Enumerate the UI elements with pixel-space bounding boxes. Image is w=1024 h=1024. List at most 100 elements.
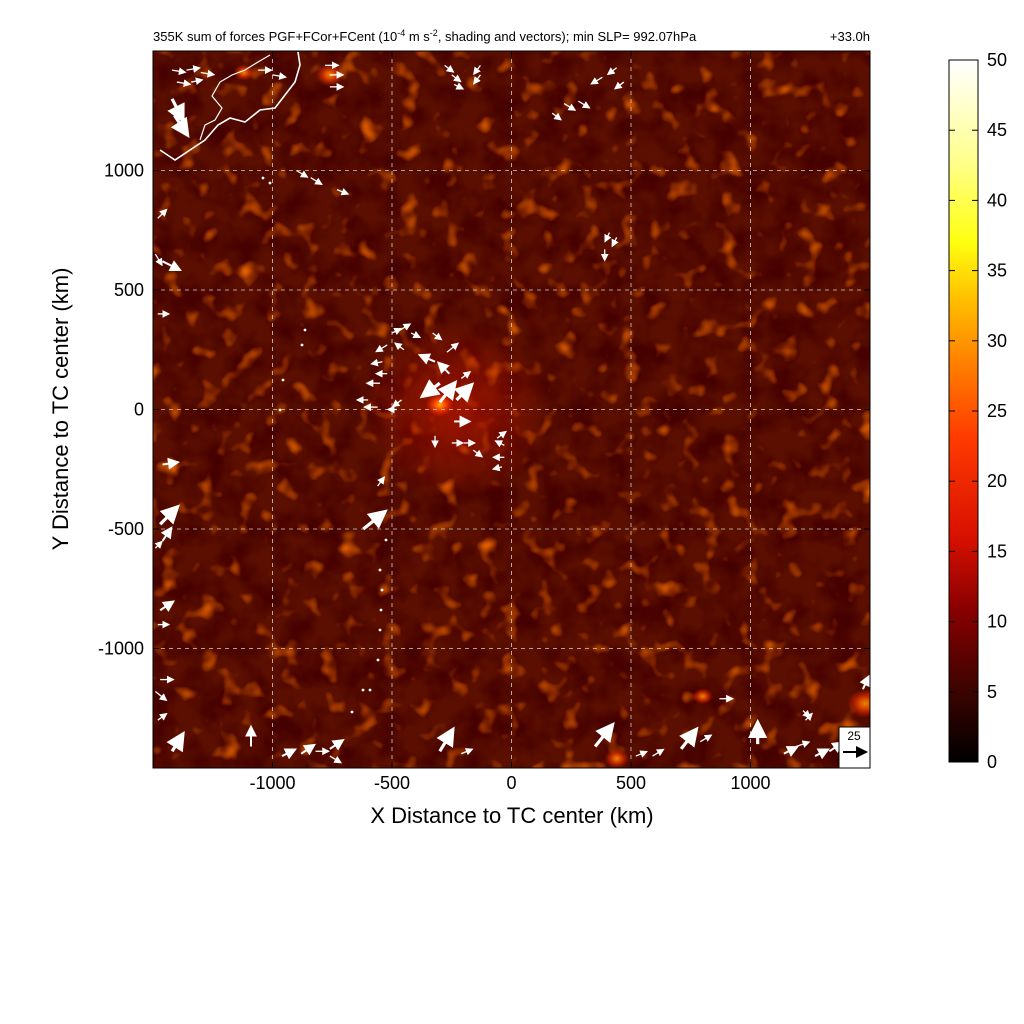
force-vector (336, 187, 350, 196)
coastline-main (159, 51, 301, 161)
force-vector (186, 65, 201, 73)
force-vector (446, 342, 459, 353)
force-vector (699, 734, 713, 743)
x-tick-label: 500 (616, 773, 646, 793)
colorbar-tick-label: 0 (987, 752, 997, 772)
x-axis-label: X Distance to TC center (km) (370, 803, 653, 828)
y-tick-label: 500 (114, 280, 144, 300)
force-vector (472, 449, 484, 458)
coastline-inner (199, 54, 271, 141)
force-vector (461, 748, 474, 756)
island-dot (379, 608, 383, 612)
force-vector (593, 721, 615, 748)
colorbar-tick-label: 15 (987, 541, 1007, 561)
force-vectors (154, 61, 870, 764)
force-vector (652, 748, 665, 757)
force-vector (398, 323, 412, 332)
force-vector (310, 177, 323, 185)
force-vector (154, 253, 163, 267)
force-vector (859, 674, 870, 690)
forecast-time-label: +33.0h (830, 29, 870, 44)
x-tick-label: -1000 (249, 773, 295, 793)
force-vector (563, 103, 577, 111)
hotspot (604, 748, 629, 768)
force-vector (410, 331, 422, 339)
force-vector (578, 100, 591, 109)
force-vector (159, 600, 176, 612)
force-vector (473, 74, 481, 85)
tc-core (425, 392, 454, 417)
force-vector (432, 332, 443, 341)
force-vector (613, 81, 625, 90)
force-vector (783, 746, 799, 757)
force-vector (436, 726, 455, 753)
island-dot (361, 688, 365, 692)
force-vector (160, 526, 173, 542)
force-vector (795, 740, 811, 748)
colorbar-tick-label: 5 (987, 682, 997, 702)
force-vector (491, 463, 503, 472)
colorbar-tick-label: 45 (987, 120, 1007, 140)
force-vector (496, 430, 507, 439)
force-vector (451, 74, 462, 83)
force-vector (604, 232, 612, 243)
force-vector (281, 748, 298, 760)
force-vector (370, 358, 383, 367)
island-dot (281, 378, 285, 382)
force-vector (170, 114, 190, 138)
force-vector (176, 79, 192, 88)
force-vector (804, 712, 813, 721)
force-vector (329, 738, 345, 751)
force-vector (391, 399, 402, 408)
hotspot (233, 64, 254, 81)
force-vector (494, 440, 505, 448)
colorbar-tick-label: 30 (987, 331, 1007, 351)
island-dot (303, 328, 307, 332)
force-vector (157, 208, 168, 219)
force-vector (296, 169, 309, 178)
tc-halo (361, 319, 552, 500)
force-vector (437, 380, 458, 404)
force-vector (375, 344, 388, 353)
y-tick-label: -1000 (98, 639, 144, 659)
colorbar-tick-label: 25 (987, 401, 1007, 421)
island-dot (384, 538, 388, 542)
x-tick-label: -500 (374, 773, 410, 793)
island-dot (376, 658, 380, 662)
island-dot (300, 343, 304, 347)
force-vector (460, 371, 472, 379)
force-vector (444, 64, 455, 73)
force-vector (200, 69, 216, 78)
hotspot (847, 689, 870, 718)
force-vector (154, 691, 168, 702)
island-dot (378, 568, 382, 572)
chart-title: 355K sum of forces PGF+FCor+FCent (10-4 … (153, 28, 697, 44)
colorbar-tick-label: 50 (987, 50, 1007, 70)
force-vector (162, 260, 182, 272)
reference-vector: 25 (838, 726, 870, 768)
x-tick-label: 1000 (730, 773, 770, 793)
force-vector (453, 82, 465, 90)
x-tick-label: 0 (506, 773, 516, 793)
colorbar-tick-label: 40 (987, 190, 1007, 210)
force-vector (172, 67, 187, 76)
force-vector (377, 476, 386, 487)
reference-vector-label: 25 (847, 729, 861, 743)
island-dot (378, 628, 382, 632)
force-vector (394, 342, 405, 351)
force-vector (329, 755, 342, 764)
y-axis-ticks: -1000 -500 0 500 1000 (98, 161, 870, 659)
force-vector (814, 748, 831, 760)
island-dot (350, 710, 354, 714)
force-vector (166, 730, 185, 753)
colorbar-tick-label: 35 (987, 261, 1007, 281)
island-dot (268, 181, 272, 185)
y-tick-label: -500 (108, 519, 144, 539)
force-vector (635, 750, 648, 758)
y-tick-label: 0 (134, 400, 144, 420)
force-vector (473, 64, 481, 76)
island-dot (380, 588, 384, 592)
island-dot (368, 688, 372, 692)
colorbar-tick-label: 10 (987, 612, 1007, 632)
